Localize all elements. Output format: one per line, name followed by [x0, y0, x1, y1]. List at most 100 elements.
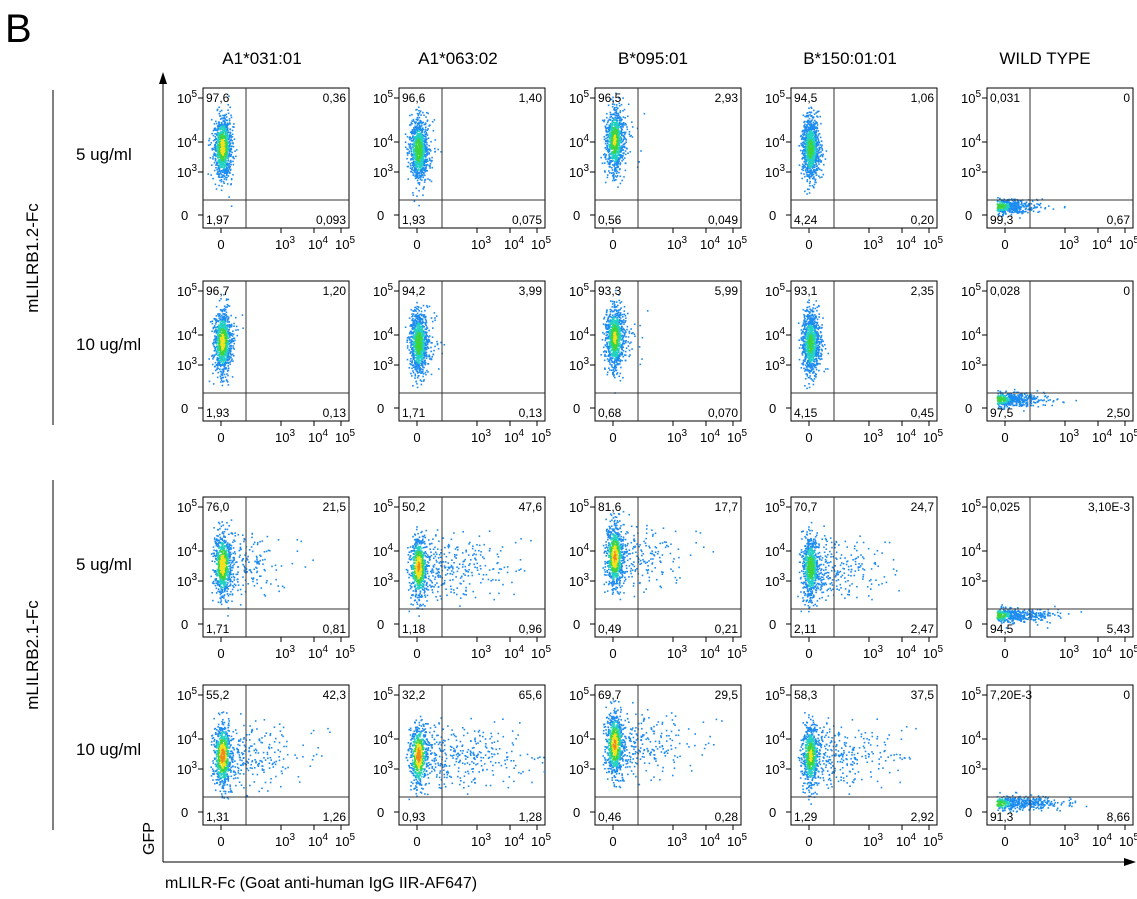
event-dot — [219, 159, 222, 161]
event-dot — [616, 117, 618, 119]
event-dot — [412, 160, 415, 163]
event-dot — [810, 158, 813, 161]
event-dot — [221, 160, 224, 162]
event-dot — [212, 356, 215, 359]
y-tick-label: 105 — [177, 89, 197, 106]
event-dot — [422, 121, 424, 124]
event-dot — [214, 330, 216, 332]
event-dot — [417, 149, 419, 151]
event-dot — [417, 156, 419, 158]
event-dot — [216, 333, 219, 336]
event-dot — [807, 129, 810, 132]
event-dot — [219, 355, 222, 358]
event-dot — [415, 136, 417, 139]
event-dot — [818, 175, 820, 177]
event-dot — [220, 136, 222, 138]
event-dot — [231, 136, 234, 138]
event-dot — [415, 177, 418, 179]
event-dot — [210, 142, 213, 144]
event-dot — [220, 344, 223, 346]
event-dot — [420, 120, 422, 122]
event-dot — [1014, 208, 1017, 211]
event-dot — [216, 367, 219, 369]
event-dot — [607, 163, 610, 165]
event-dot — [613, 126, 615, 129]
event-dot — [807, 127, 810, 130]
event-dot — [211, 354, 214, 357]
event-dot — [620, 117, 622, 119]
event-dot — [219, 127, 221, 129]
event-dot — [818, 133, 821, 135]
event-dot — [1026, 205, 1029, 207]
event-dot — [420, 176, 422, 179]
event-dot — [225, 125, 227, 127]
quadrant-lower-left-value: 4,24 — [794, 213, 818, 227]
event-dot — [226, 138, 228, 141]
event-dot — [603, 138, 606, 141]
event-dot — [621, 145, 623, 147]
event-dot — [217, 315, 220, 317]
event-dot — [807, 152, 810, 154]
event-dot — [425, 126, 427, 129]
event-dot — [422, 150, 425, 153]
event-dot — [805, 142, 808, 145]
event-dot — [998, 208, 1001, 211]
event-dot — [817, 159, 820, 161]
row-label: 5 ug/ml — [76, 555, 132, 574]
event-dot — [811, 139, 814, 142]
event-dot — [1000, 204, 1002, 206]
event-dot — [224, 337, 227, 340]
event-dot — [419, 129, 422, 131]
event-dot — [808, 130, 810, 133]
event-dot — [615, 159, 617, 162]
event-dot — [217, 155, 219, 157]
event-dot — [407, 143, 410, 145]
event-dot — [808, 135, 810, 138]
event-dot — [416, 112, 419, 115]
event-dot — [218, 328, 221, 330]
event-dot — [825, 150, 828, 152]
event-dot — [229, 169, 232, 171]
event-dot — [810, 162, 813, 165]
event-dot — [604, 156, 607, 158]
event-dot — [211, 147, 213, 150]
event-dot — [605, 123, 608, 126]
event-dot — [215, 337, 218, 339]
event-dot — [235, 316, 237, 319]
event-dot — [417, 176, 419, 178]
group-label: mLILRB2.1-Fc — [23, 600, 42, 710]
event-dot — [812, 125, 814, 127]
event-dot — [607, 139, 609, 141]
event-dot — [811, 126, 813, 128]
event-dot — [417, 177, 420, 180]
event-dot — [1030, 206, 1033, 209]
event-dot — [616, 148, 619, 150]
event-dot — [413, 171, 416, 173]
event-dot — [211, 164, 213, 166]
event-dot — [411, 130, 413, 133]
event-dot — [419, 143, 422, 145]
event-dot — [814, 181, 816, 183]
event-dot — [618, 142, 620, 144]
event-dot — [419, 134, 422, 136]
event-dot — [426, 111, 428, 114]
event-dot — [616, 132, 618, 134]
event-dot — [418, 130, 421, 132]
x-tick-exponent: 3 — [681, 235, 687, 246]
event-dot — [1041, 198, 1044, 200]
event-dot — [220, 180, 223, 183]
quadrant-lower-right-value: 0,093 — [316, 213, 346, 227]
event-dot — [232, 145, 235, 148]
event-dot — [221, 343, 224, 346]
event-dot — [437, 148, 439, 151]
event-dot — [1027, 211, 1029, 214]
event-dot — [616, 116, 619, 118]
event-dot — [211, 330, 213, 333]
event-dot — [820, 122, 822, 125]
event-dot — [1005, 209, 1008, 211]
event-dot — [621, 156, 623, 159]
event-dot — [426, 146, 428, 149]
event-dot — [421, 133, 424, 136]
event-dot — [224, 340, 227, 343]
event-dot — [225, 149, 228, 152]
